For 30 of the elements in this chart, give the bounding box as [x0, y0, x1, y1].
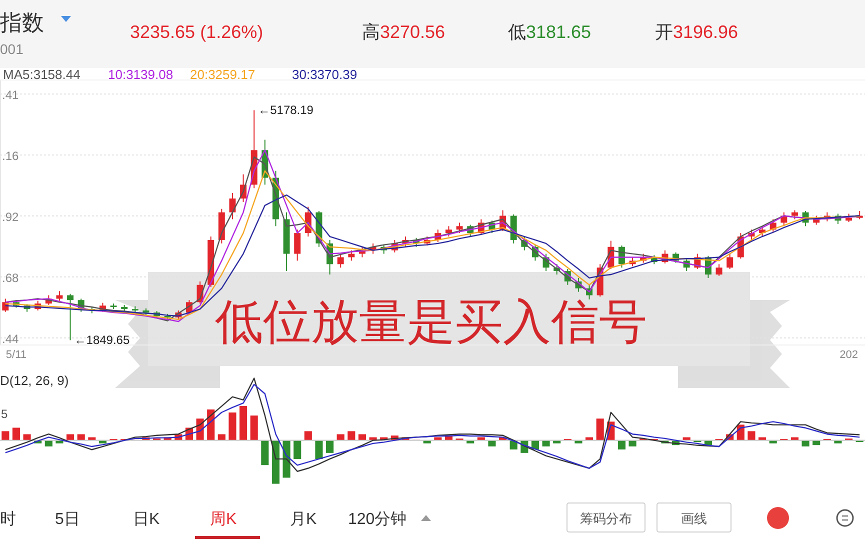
text: 周K — [210, 511, 237, 528]
annotation: .44 — [2, 332, 20, 346]
annotation: .92 — [2, 210, 20, 224]
text: 低3181.65 — [508, 22, 592, 42]
text: 120分钟 — [348, 511, 407, 528]
text: 10:3139.08 — [108, 67, 174, 82]
chart-subtitle: 001 — [0, 41, 24, 57]
text: 30:3370.39 — [292, 67, 358, 82]
text: 20:3259.17 — [190, 67, 256, 82]
text: 时 — [0, 510, 16, 528]
chart-title: D(12, 26, 9) — [0, 373, 69, 388]
text: 高3270.56 — [362, 22, 446, 42]
text: MA5:3158.44 — [3, 67, 80, 82]
annotation: ←5178.19 — [258, 103, 314, 118]
annotation: .68 — [2, 270, 20, 285]
text: 开3196.96 — [655, 22, 738, 42]
text: 筹码分布 — [580, 511, 632, 526]
annotation: .41 — [2, 88, 20, 102]
text: 月K — [290, 511, 317, 528]
x-tick-label: 5/11 — [6, 349, 27, 361]
text: 5日 — [55, 511, 80, 528]
annotation: .16 — [2, 148, 20, 163]
x-tick-label: 202 — [840, 349, 858, 361]
text: 日K — [133, 511, 160, 528]
chart-title: 指数 — [0, 10, 44, 35]
text: 画线 — [681, 511, 707, 526]
annotation: 低位放量是买入信号 — [215, 296, 647, 349]
annotation: 5 — [1, 407, 8, 421]
annotation: ←1849.65 — [74, 333, 130, 348]
text: 3235.65 (1.26%) — [130, 22, 264, 42]
